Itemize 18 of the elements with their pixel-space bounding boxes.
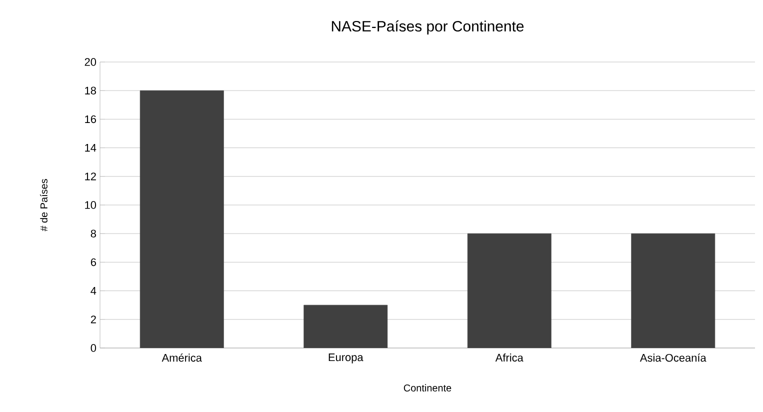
x-axis-title: Continente bbox=[404, 384, 452, 392]
y-tick-label: 6 bbox=[90, 258, 96, 266]
y-tick-label: 2 bbox=[90, 316, 96, 324]
y-tick-label: 20 bbox=[84, 58, 96, 66]
y-tick-label: 18 bbox=[85, 86, 96, 94]
x-tick-label: Europa bbox=[328, 354, 364, 364]
y-tick-label: 0 bbox=[90, 344, 96, 352]
y-axis-title: # de Países bbox=[40, 179, 48, 232]
x-tick-label: América bbox=[162, 354, 202, 362]
y-tick-label: 8 bbox=[90, 230, 96, 238]
y-tick-label: 12 bbox=[85, 172, 96, 180]
x-tick-label: Africa bbox=[495, 354, 524, 362]
x-tick-label: Asia-Oceanía bbox=[640, 354, 706, 362]
y-tick-label: 14 bbox=[85, 144, 96, 152]
y-tick-label: 10 bbox=[85, 201, 96, 209]
y-tick-label: 16 bbox=[85, 115, 96, 124]
chart-title: NASE-Países por Continente bbox=[332, 20, 524, 34]
y-tick-label: 4 bbox=[90, 287, 96, 295]
